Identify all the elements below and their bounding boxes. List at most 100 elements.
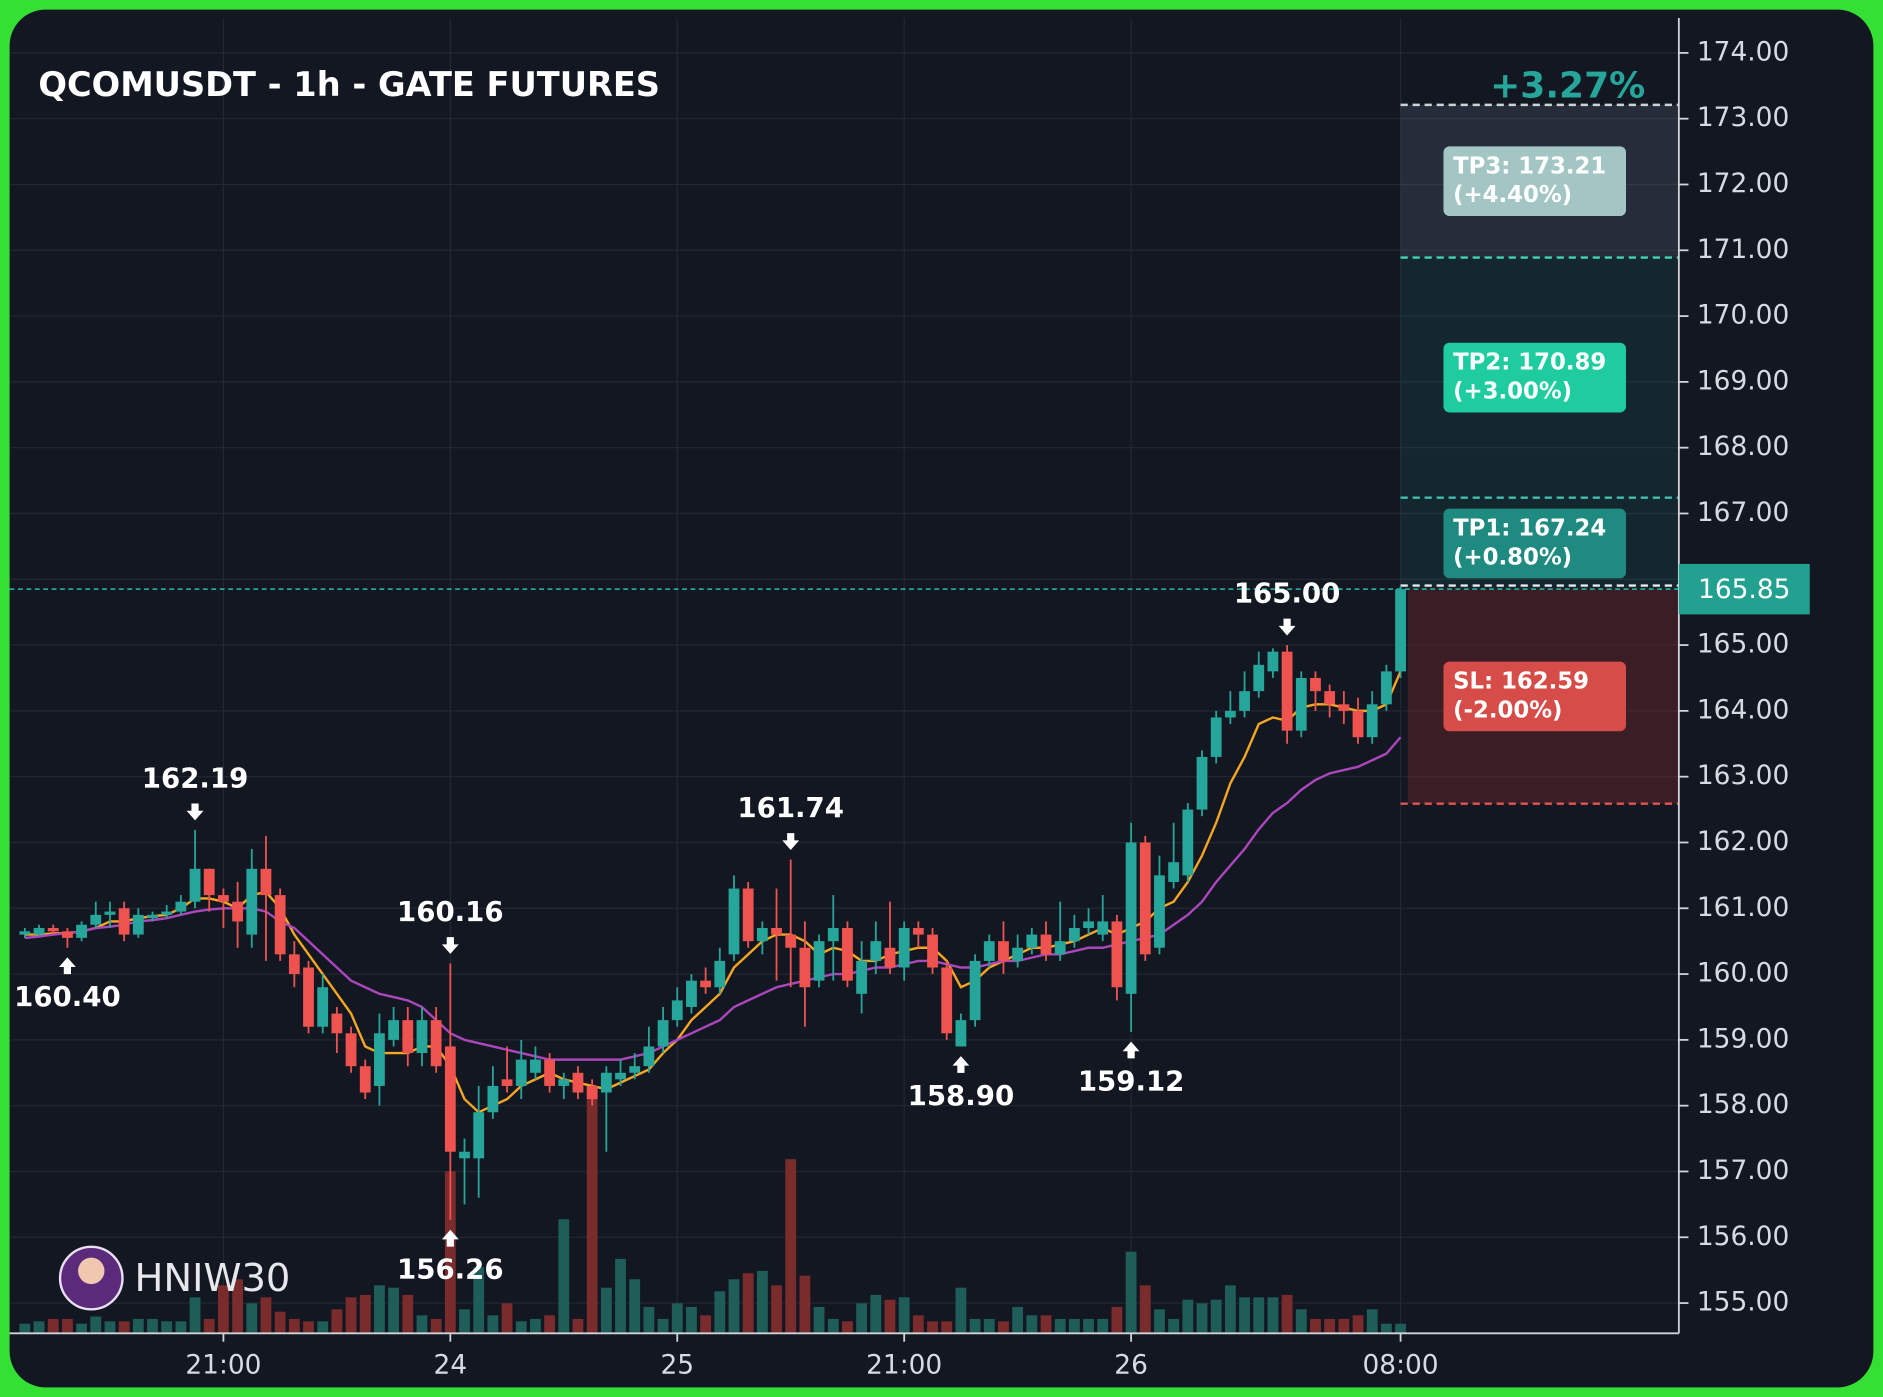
candle-body <box>232 901 244 922</box>
candle-body <box>572 1072 584 1093</box>
volume-bar <box>1182 1299 1194 1334</box>
y-tick-label: 168.00 <box>1697 431 1789 462</box>
volume-bar <box>1224 1285 1236 1334</box>
candle-body <box>898 928 910 968</box>
volume-bar <box>444 1171 456 1334</box>
volume-bar <box>884 1299 896 1334</box>
annotation-label: 160.40 <box>14 980 121 1013</box>
last-price-label: 165.85 <box>1698 574 1790 605</box>
annotation-label: 160.16 <box>397 895 504 928</box>
candle-body <box>374 1033 385 1086</box>
volume-bar <box>1111 1306 1123 1334</box>
candle-body <box>1281 651 1293 731</box>
candle-body <box>1310 677 1321 692</box>
candle-body <box>643 1046 655 1067</box>
volume-bar <box>1395 1323 1406 1334</box>
volume-bar <box>898 1297 910 1334</box>
candle-body <box>218 895 229 902</box>
candle-body <box>1253 664 1265 692</box>
candle-body <box>76 924 87 938</box>
candle-body <box>827 928 839 942</box>
volume-bar <box>47 1318 59 1334</box>
volume-bar <box>714 1291 726 1334</box>
candle-body <box>728 888 740 955</box>
candle-body <box>955 1020 967 1047</box>
volume-bar <box>33 1321 45 1334</box>
volume-bar <box>1125 1251 1137 1334</box>
avatar-face <box>78 1257 105 1285</box>
volume-bar <box>941 1321 953 1334</box>
annotation-label: 159.12 <box>1078 1064 1185 1097</box>
candle-body <box>586 1085 598 1100</box>
candle-body <box>1097 921 1109 935</box>
candle-body <box>671 1000 683 1021</box>
volume-bar <box>530 1318 541 1334</box>
candle-body <box>459 1151 470 1159</box>
annotation-arrow <box>952 1056 970 1073</box>
candle-body <box>756 928 768 942</box>
candle-body <box>856 960 868 994</box>
candle-body <box>785 934 797 948</box>
candle-body <box>161 911 173 915</box>
volume-bar <box>62 1318 73 1334</box>
volume-bar <box>274 1311 286 1334</box>
annotation-arrow <box>186 803 204 821</box>
volume-bar <box>827 1318 839 1334</box>
candle-body <box>1125 842 1137 994</box>
volume-bar <box>1196 1303 1208 1334</box>
annotation-label: 162.19 <box>142 762 249 795</box>
volume-bar <box>104 1321 116 1334</box>
volume-bar <box>1281 1294 1293 1334</box>
volume-bar <box>870 1294 882 1334</box>
volume-bar <box>728 1279 740 1334</box>
candle-body <box>515 1059 527 1086</box>
candle-body <box>246 868 258 935</box>
candle-body <box>615 1072 626 1080</box>
candle-body <box>1196 756 1208 810</box>
volume-bar <box>1267 1297 1279 1334</box>
annotation-label: 156.26 <box>397 1253 504 1286</box>
candle-body <box>870 941 882 961</box>
candle-body <box>544 1059 556 1086</box>
volume-bar <box>232 1279 244 1334</box>
annotation-label: 165.00 <box>1234 577 1341 610</box>
volume-bar <box>955 1287 967 1334</box>
y-tick-label: 158.00 <box>1697 1089 1789 1120</box>
y-tick-label: 163.00 <box>1697 760 1789 791</box>
y-tick-label: 172.00 <box>1697 168 1789 199</box>
candle-body <box>487 1085 499 1113</box>
candle-body <box>1224 710 1236 718</box>
volume-bar <box>1310 1318 1321 1334</box>
candle-body <box>47 928 59 932</box>
target-sub-label: (+4.40%) <box>1453 182 1572 208</box>
candle-body <box>1154 875 1165 948</box>
candle-body <box>1054 941 1066 955</box>
volume-bar <box>686 1306 697 1334</box>
x-tick-label: 24 <box>434 1349 468 1380</box>
candle-body <box>175 901 187 912</box>
candle-body <box>927 934 938 968</box>
candle-body <box>714 960 726 988</box>
candle-body <box>203 868 215 896</box>
target-label: TP1: 167.24 <box>1453 516 1606 542</box>
candle-body <box>884 947 896 968</box>
y-tick-label: 164.00 <box>1697 694 1789 725</box>
y-tick-label: 162.00 <box>1697 826 1789 857</box>
volume-bar <box>246 1303 258 1334</box>
volume-bar <box>1154 1309 1165 1334</box>
y-tick-label: 174.00 <box>1697 36 1789 67</box>
volume-bar <box>1012 1306 1024 1334</box>
volume-bar <box>842 1321 853 1334</box>
candle-body <box>444 1046 456 1152</box>
volume-bar <box>260 1297 272 1334</box>
x-tick-label: 08:00 <box>1363 1349 1439 1380</box>
candle-body <box>1040 934 1052 955</box>
annotation-arrow <box>58 957 76 975</box>
volume-bar <box>430 1318 442 1334</box>
volume-bar <box>118 1321 130 1334</box>
volume-bar <box>459 1309 470 1334</box>
candle-body <box>1210 717 1222 757</box>
y-tick-label: 173.00 <box>1697 102 1789 133</box>
candle-body <box>1239 691 1250 711</box>
volume-bar <box>700 1315 712 1334</box>
